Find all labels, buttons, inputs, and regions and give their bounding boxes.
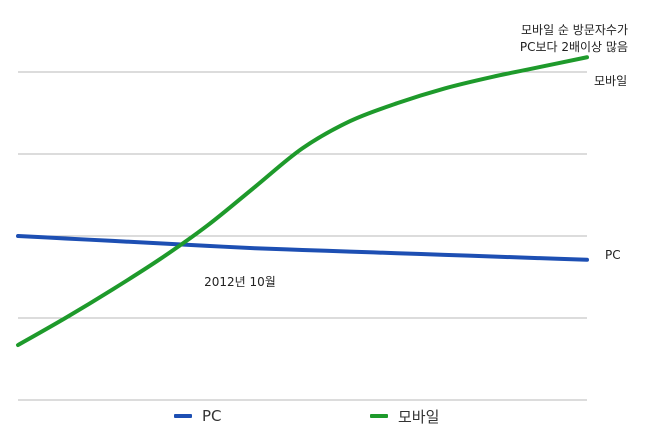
crossover-label: 2012년 10월 bbox=[204, 275, 276, 289]
gridlines bbox=[18, 71, 587, 401]
end-label-mobile: 모바일 bbox=[594, 74, 627, 88]
annotation-line-1: 모바일 순 방문자수가 bbox=[521, 23, 628, 37]
label-layer: 2012년 10월 PC 모바일 bbox=[204, 74, 627, 289]
end-label-pc: PC bbox=[605, 248, 621, 262]
legend-swatch-pc bbox=[174, 414, 192, 418]
legend-item-mobile: 모바일 bbox=[370, 404, 439, 428]
series-layer bbox=[16, 55, 589, 348]
annotation-line-2: PC보다 2배이상 많음 bbox=[519, 40, 628, 54]
legend-swatch-mobile bbox=[370, 414, 388, 418]
legend-label-mobile: 모바일 bbox=[398, 407, 440, 426]
legend-item-pc: PC bbox=[174, 404, 222, 428]
series-line-pc bbox=[16, 234, 589, 262]
series-line-mobile bbox=[16, 55, 589, 348]
legend: PC 모바일 bbox=[0, 404, 650, 428]
annotation-callout: 모바일 순 방문자수가 PC보다 2배이상 많음 bbox=[408, 22, 628, 56]
legend-label-pc: PC bbox=[202, 407, 222, 425]
